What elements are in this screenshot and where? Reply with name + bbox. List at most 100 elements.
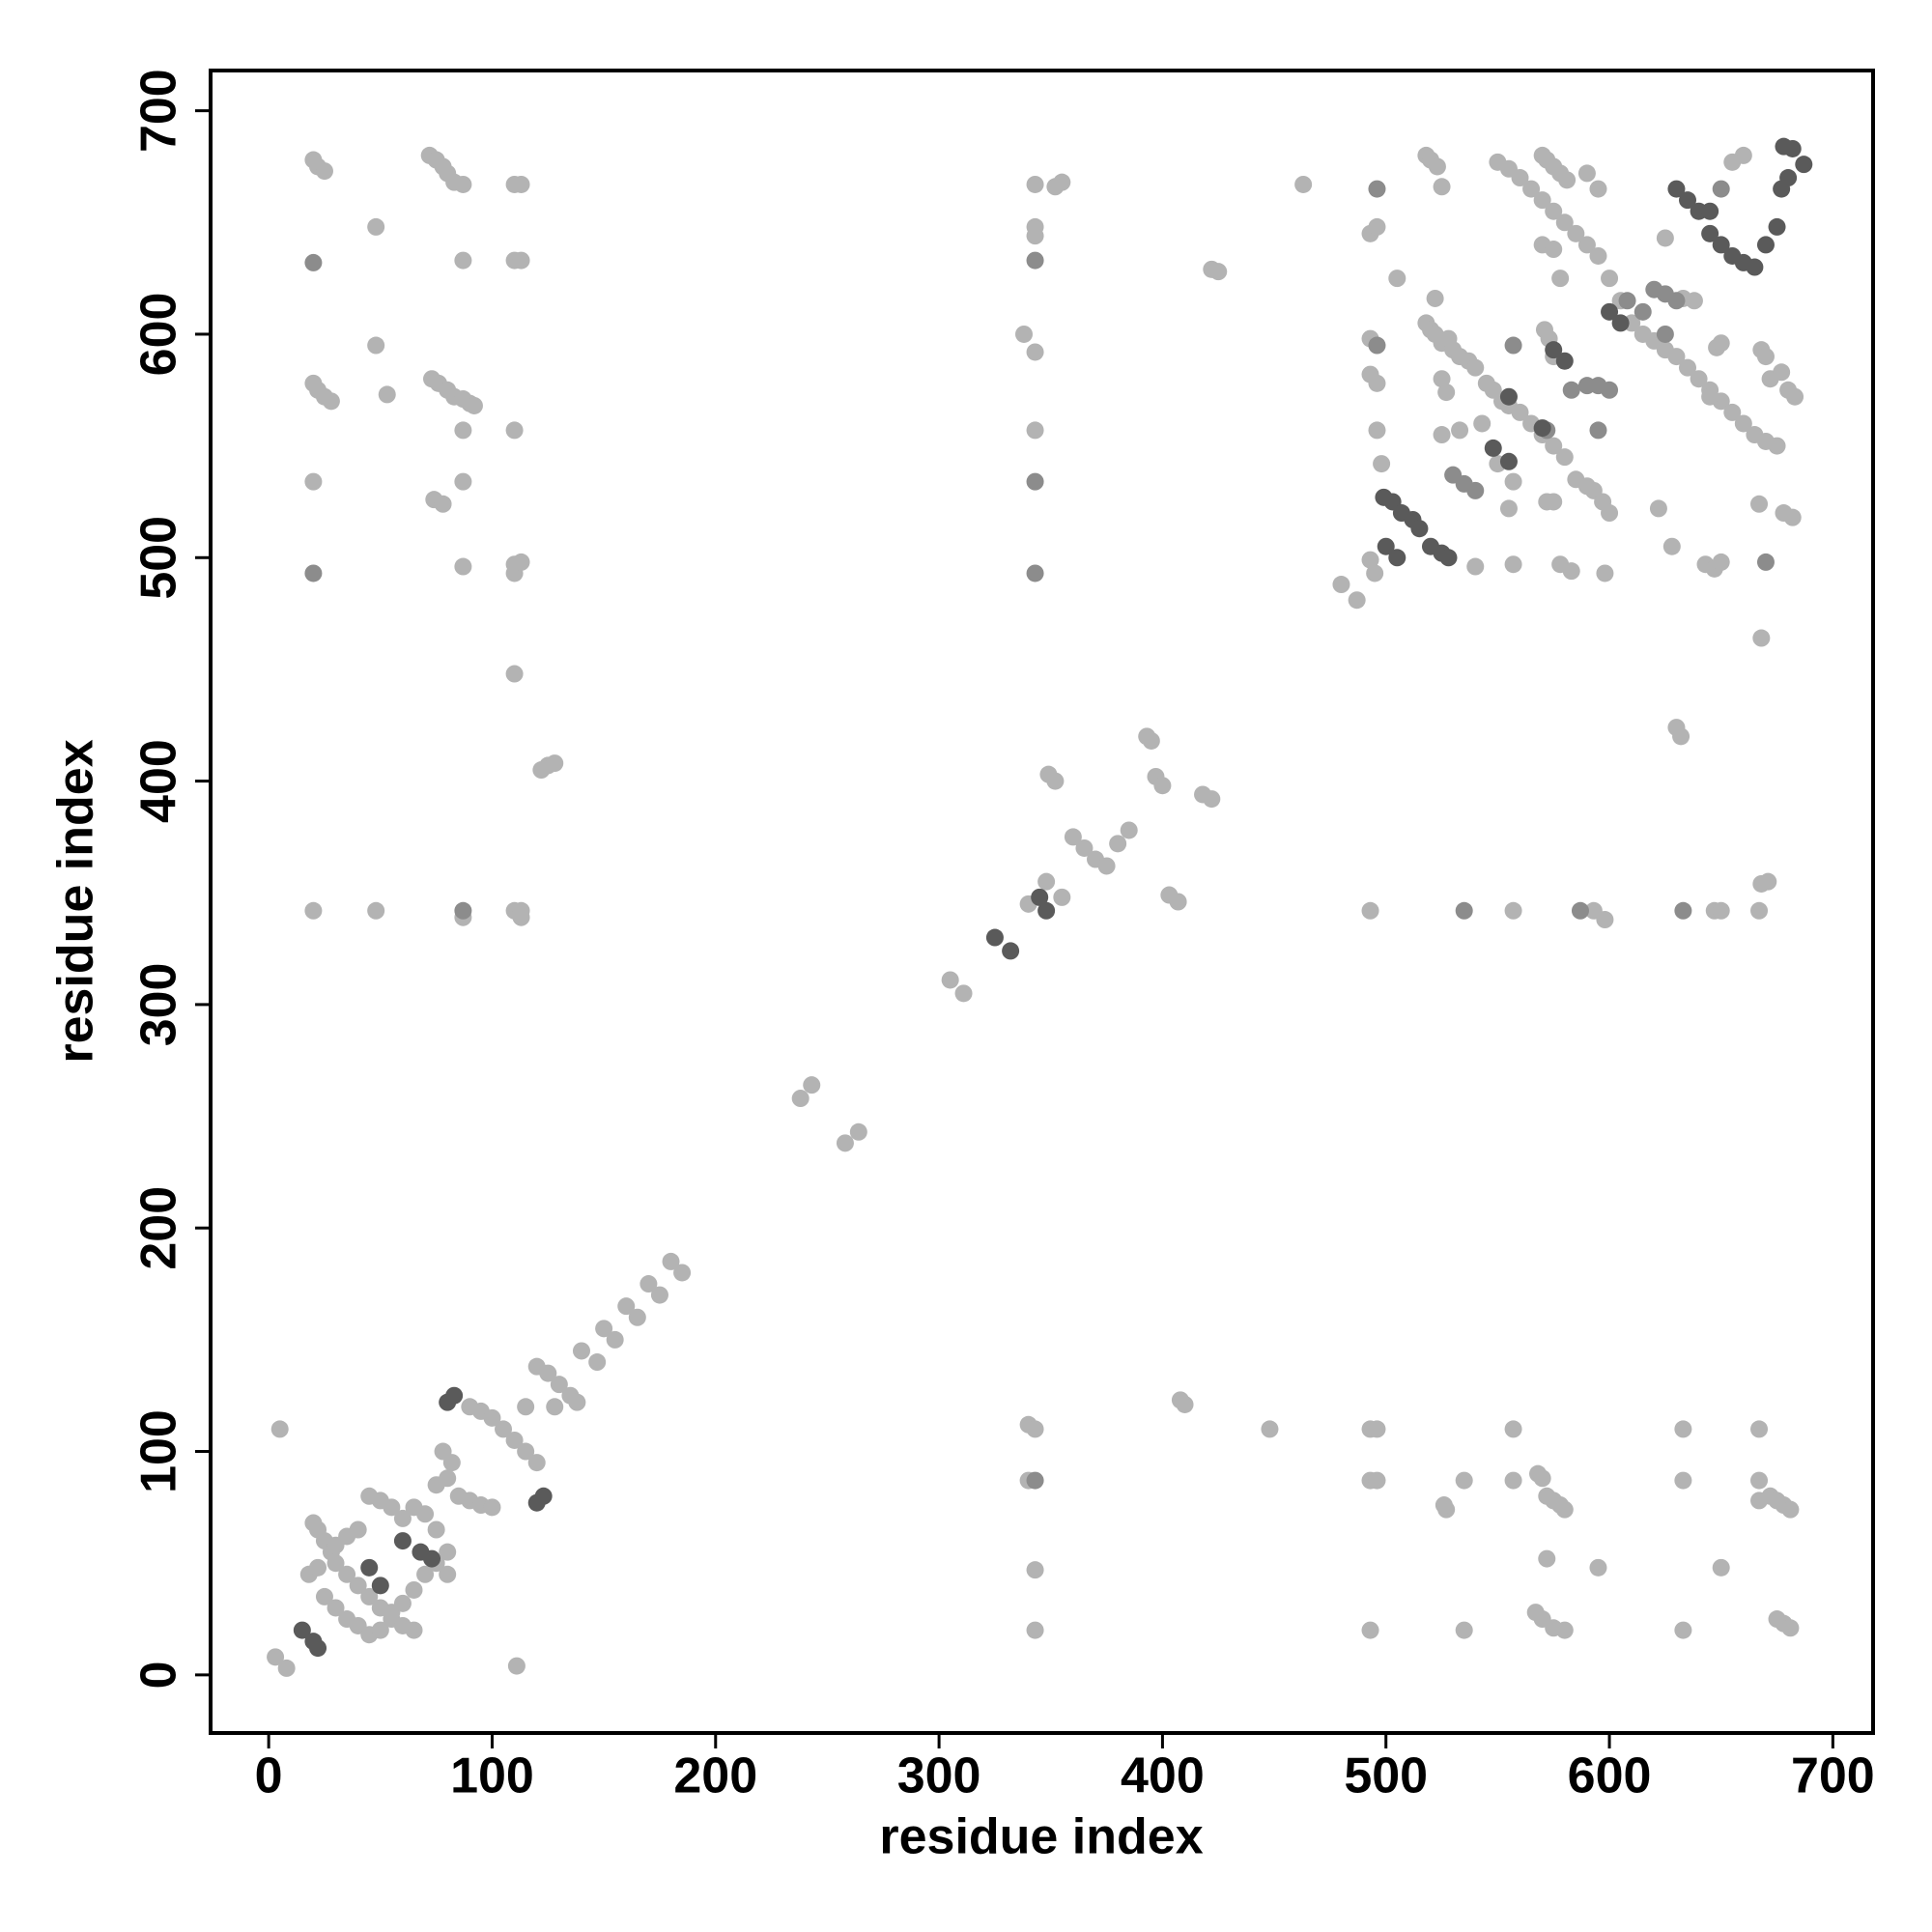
- point: [1750, 1471, 1769, 1490]
- point: [1435, 1496, 1453, 1515]
- point: [322, 392, 340, 411]
- point: [1589, 1558, 1607, 1577]
- x-tick-label: 100: [450, 1748, 534, 1804]
- point: [1545, 437, 1563, 455]
- point: [1768, 437, 1786, 455]
- point: [1596, 911, 1614, 929]
- point: [1750, 1420, 1769, 1438]
- point: [507, 1657, 526, 1675]
- point: [1522, 180, 1541, 198]
- point: [360, 1558, 379, 1577]
- point: [517, 1398, 535, 1416]
- point: [1499, 452, 1518, 470]
- point: [1368, 421, 1386, 440]
- point: [1667, 292, 1686, 310]
- point: [1756, 553, 1775, 571]
- point: [1756, 348, 1775, 366]
- point: [1410, 520, 1429, 538]
- point: [427, 1520, 445, 1539]
- point: [1596, 564, 1614, 582]
- point: [1577, 164, 1596, 183]
- point: [1701, 224, 1719, 242]
- point: [1538, 1549, 1556, 1568]
- point: [505, 1431, 524, 1449]
- point: [1712, 901, 1730, 920]
- point: [1261, 1420, 1279, 1438]
- y-tick-label: 200: [131, 1186, 187, 1270]
- y-tick-label: 500: [131, 516, 187, 600]
- point: [1026, 251, 1044, 270]
- point: [673, 1264, 692, 1282]
- point: [454, 901, 472, 920]
- point: [1368, 1471, 1386, 1490]
- point: [1674, 1471, 1692, 1490]
- point: [1473, 414, 1492, 433]
- point: [393, 1532, 412, 1550]
- point: [595, 1320, 613, 1338]
- point: [1750, 901, 1769, 920]
- point: [1674, 901, 1692, 920]
- point: [617, 1297, 636, 1316]
- point: [1046, 178, 1065, 196]
- point: [1026, 175, 1044, 193]
- point: [1097, 857, 1116, 875]
- point: [1567, 224, 1585, 242]
- point: [1674, 1420, 1692, 1438]
- point: [1779, 169, 1798, 187]
- point: [1589, 246, 1607, 265]
- point: [427, 1476, 445, 1494]
- point: [1712, 236, 1730, 254]
- point: [1551, 270, 1570, 288]
- point: [1368, 217, 1386, 236]
- point: [628, 1308, 646, 1326]
- point: [360, 1587, 379, 1605]
- point: [588, 1353, 607, 1372]
- point: [572, 1342, 590, 1360]
- point: [1795, 156, 1813, 174]
- point: [454, 557, 472, 576]
- point: [550, 1376, 568, 1394]
- point: [327, 1554, 345, 1573]
- point: [1511, 403, 1529, 421]
- point: [1014, 325, 1033, 343]
- point: [1426, 289, 1444, 307]
- point: [1723, 153, 1742, 171]
- point: [1366, 564, 1384, 582]
- point: [1601, 270, 1619, 288]
- point: [1142, 731, 1160, 750]
- point: [371, 1577, 389, 1595]
- point: [1046, 772, 1065, 790]
- point: [1701, 387, 1719, 406]
- point: [1577, 236, 1596, 254]
- point: [1562, 562, 1580, 581]
- point: [445, 1386, 464, 1405]
- point: [803, 1076, 821, 1094]
- point: [1545, 493, 1563, 511]
- point: [315, 1587, 333, 1605]
- point: [1662, 537, 1681, 555]
- point: [1466, 557, 1485, 576]
- point: [1545, 241, 1563, 259]
- y-tick-label: 700: [131, 69, 187, 153]
- point: [1368, 1420, 1386, 1438]
- point: [378, 385, 396, 404]
- point: [1026, 421, 1044, 440]
- point: [1484, 439, 1502, 457]
- point: [1712, 334, 1730, 353]
- point: [327, 1536, 345, 1554]
- point: [1555, 1621, 1574, 1639]
- point: [1634, 302, 1652, 321]
- point: [1437, 384, 1456, 402]
- point: [1768, 217, 1786, 236]
- point: [1109, 835, 1127, 853]
- point: [1601, 302, 1619, 321]
- point: [1667, 180, 1686, 198]
- point: [293, 1621, 311, 1639]
- x-tick-label: 200: [673, 1748, 757, 1804]
- point: [1332, 576, 1350, 594]
- point: [512, 553, 530, 571]
- point: [495, 1420, 513, 1438]
- point: [1562, 381, 1580, 399]
- point: [1555, 1500, 1574, 1519]
